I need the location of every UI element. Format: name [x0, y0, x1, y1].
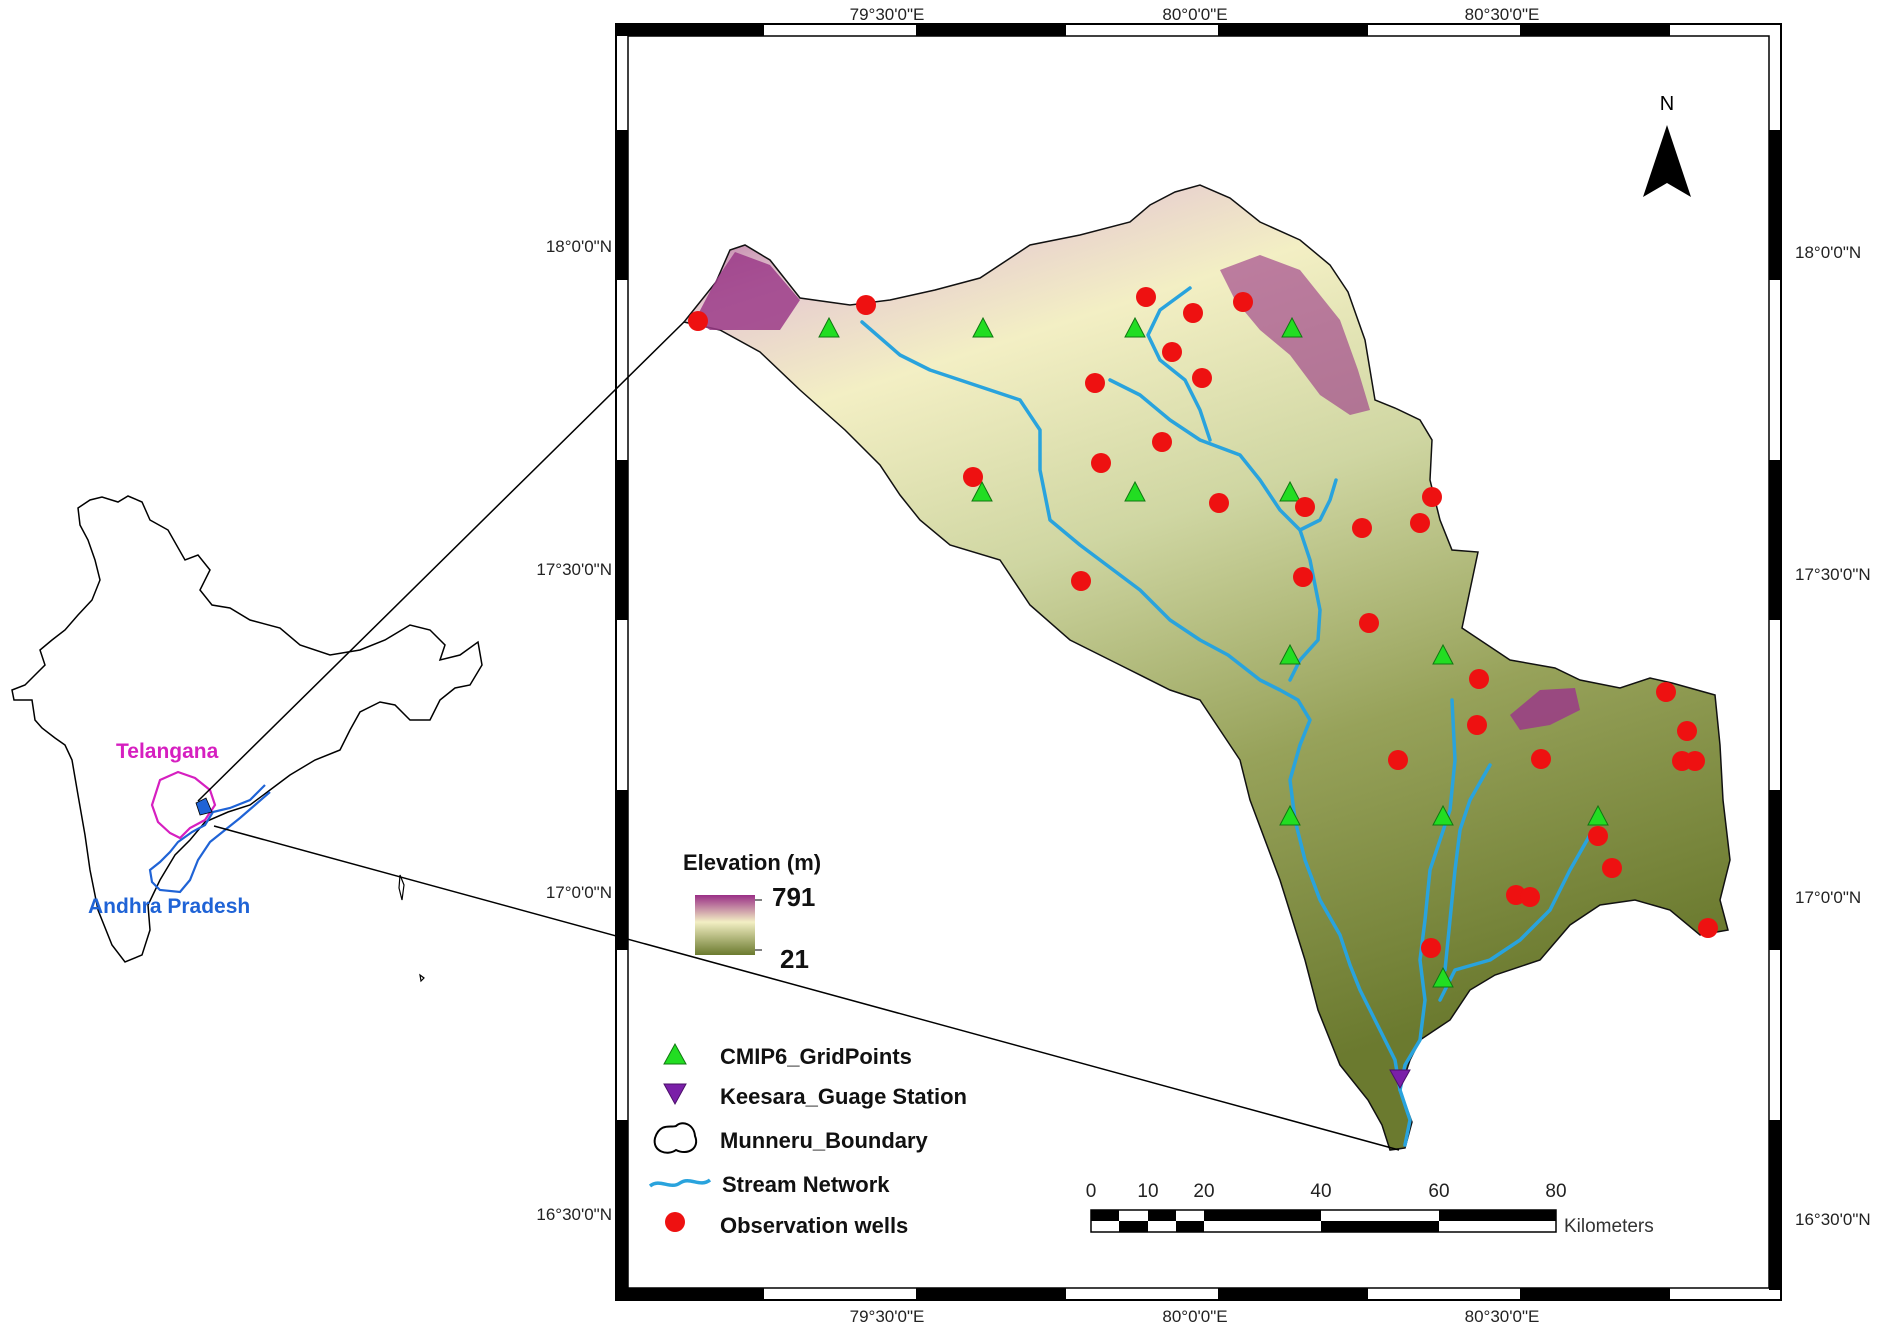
scale-tick-20: 20 — [1193, 1181, 1214, 1202]
andhra-pradesh-label: Andhra Pradesh — [88, 895, 250, 918]
observation-well — [1162, 342, 1182, 362]
green-triangle-icon — [663, 1042, 687, 1065]
grid-point — [1124, 480, 1146, 502]
lat-label-left-3: 17°0'0"N — [546, 883, 612, 902]
elevation-legend-title: Elevation (m) — [683, 850, 821, 875]
grid-point — [1279, 480, 1301, 502]
observation-wells — [688, 287, 1718, 958]
stream-network — [860, 286, 1592, 1147]
observation-well — [1295, 497, 1315, 517]
legend-label-gauge-station: Keesara_Guage Station — [720, 1084, 967, 1109]
lat-label-right-4: 16°30'0"N — [1795, 1210, 1871, 1229]
legend-label-stream: Stream Network — [722, 1172, 890, 1197]
elevation-legend: Elevation (m) 791 21 — [683, 850, 821, 974]
grid-point — [1279, 804, 1301, 826]
observation-well — [1685, 751, 1705, 771]
lon-label-bottom-2: 80°0'0"E — [1162, 1307, 1227, 1326]
observation-well — [856, 295, 876, 315]
observation-well — [963, 467, 983, 487]
elevation-colorbar — [695, 895, 755, 955]
observation-well — [1656, 682, 1676, 702]
observation-well — [1293, 567, 1313, 587]
india-inset: Telangana Andhra Pradesh — [11, 495, 483, 983]
grid-point — [1432, 804, 1454, 826]
observation-well — [1359, 613, 1379, 633]
scale-tick-10: 10 — [1137, 1181, 1158, 1202]
observation-well — [1152, 432, 1172, 452]
lat-label-right-1: 18°0'0"N — [1795, 243, 1861, 262]
grid-point — [1587, 804, 1609, 826]
observation-well — [1520, 887, 1540, 907]
lat-label-right-2: 17°30'0"N — [1795, 565, 1871, 584]
munneru-location-marker — [195, 797, 213, 816]
symbol-legend: CMIP6_GridPoints Keesara_Guage Station M… — [648, 1042, 967, 1238]
observation-well — [1233, 292, 1253, 312]
lon-label-top-2: 80°0'0"E — [1162, 5, 1227, 24]
grid-point — [1432, 643, 1454, 665]
observation-well — [1085, 373, 1105, 393]
lat-label-left-4: 16°30'0"N — [536, 1205, 612, 1224]
lat-label-left-2: 17°30'0"N — [536, 560, 612, 579]
grid-point — [972, 316, 994, 338]
elevation-min-label: 21 — [780, 944, 809, 974]
munneru-watershed-dem — [682, 184, 1731, 1151]
cmip6-grid-points — [818, 316, 1609, 988]
observation-well — [1422, 487, 1442, 507]
observation-well — [1602, 858, 1622, 878]
andhra-pradesh-boundary — [148, 784, 271, 894]
scale-tick-60: 60 — [1428, 1181, 1449, 1202]
observation-well — [1698, 918, 1718, 938]
observation-well — [1136, 287, 1156, 307]
observation-well — [1421, 938, 1441, 958]
legend-label-wells: Observation wells — [720, 1213, 908, 1238]
scale-tick-80: 80 — [1545, 1181, 1566, 1202]
legend-label-grid-points: CMIP6_GridPoints — [720, 1044, 912, 1069]
lon-label-top-3: 80°30'0"E — [1465, 5, 1540, 24]
scale-tick-40: 40 — [1310, 1181, 1331, 1202]
observation-well — [1388, 750, 1408, 770]
leader-lines — [197, 321, 1400, 1151]
grid-point — [1279, 643, 1301, 665]
observation-well — [1588, 826, 1608, 846]
lon-label-bottom-1: 79°30'0"E — [850, 1307, 925, 1326]
telangana-label: Telangana — [116, 740, 219, 763]
grid-point — [818, 316, 840, 338]
boundary-outline-icon — [653, 1122, 698, 1154]
observation-well — [1410, 513, 1430, 533]
observation-well — [1352, 518, 1372, 538]
lon-label-bottom-3: 80°30'0"E — [1465, 1307, 1540, 1326]
grid-point — [1124, 316, 1146, 338]
scale-tick-0: 0 — [1086, 1181, 1097, 1202]
legend-label-boundary: Munneru_Boundary — [720, 1128, 929, 1153]
observation-well — [1209, 493, 1229, 513]
lat-label-right-3: 17°0'0"N — [1795, 888, 1861, 907]
north-arrow: N — [1643, 93, 1691, 197]
purple-down-triangle-icon — [663, 1083, 687, 1106]
india-outline — [11, 495, 483, 963]
observation-well — [1531, 749, 1551, 769]
scale-bar: 0 10 20 40 60 80 Kilometers — [1086, 1181, 1654, 1237]
elevation-max-label: 791 — [772, 882, 815, 912]
observation-well — [1183, 303, 1203, 323]
stream-line-icon — [648, 1178, 712, 1188]
lat-label-left-1: 18°0'0"N — [546, 237, 612, 256]
observation-well — [1192, 368, 1212, 388]
lon-label-top-1: 79°30'0"E — [850, 5, 925, 24]
observation-well — [1677, 721, 1697, 741]
observation-well — [688, 311, 708, 331]
north-arrow-label: N — [1660, 93, 1674, 115]
scale-unit-label: Kilometers — [1564, 1216, 1654, 1237]
observation-well — [1469, 669, 1489, 689]
grid-point — [1281, 316, 1303, 338]
grid-point — [971, 480, 993, 502]
keesara-gauge-station — [1389, 1069, 1411, 1090]
grid-point — [1432, 966, 1454, 988]
telangana-boundary — [150, 770, 217, 840]
observation-well — [1071, 571, 1091, 591]
observation-well — [1091, 453, 1111, 473]
red-circle-icon — [665, 1212, 685, 1232]
observation-well — [1467, 715, 1487, 735]
